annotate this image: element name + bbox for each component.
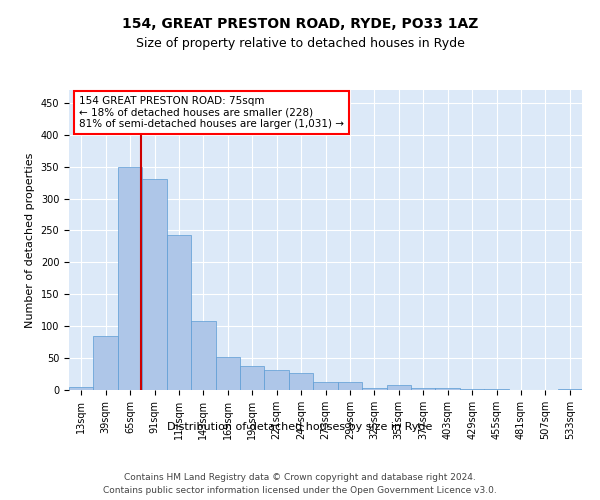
- Text: Distribution of detached houses by size in Ryde: Distribution of detached houses by size …: [167, 422, 433, 432]
- Text: 154 GREAT PRESTON ROAD: 75sqm
← 18% of detached houses are smaller (228)
81% of : 154 GREAT PRESTON ROAD: 75sqm ← 18% of d…: [79, 96, 344, 129]
- Bar: [142, 180, 167, 390]
- Bar: [191, 321, 215, 390]
- Bar: [265, 370, 289, 390]
- Bar: [436, 388, 460, 390]
- Text: Contains HM Land Registry data © Crown copyright and database right 2024.: Contains HM Land Registry data © Crown c…: [124, 472, 476, 482]
- Bar: [338, 382, 362, 390]
- Bar: [240, 366, 265, 390]
- Bar: [215, 357, 240, 390]
- Text: Contains public sector information licensed under the Open Government Licence v3: Contains public sector information licen…: [103, 486, 497, 495]
- Bar: [94, 336, 118, 390]
- Y-axis label: Number of detached properties: Number of detached properties: [25, 152, 35, 328]
- Bar: [118, 166, 142, 390]
- Bar: [289, 373, 313, 390]
- Text: 154, GREAT PRESTON ROAD, RYDE, PO33 1AZ: 154, GREAT PRESTON ROAD, RYDE, PO33 1AZ: [122, 18, 478, 32]
- Bar: [313, 382, 338, 390]
- Bar: [362, 388, 386, 390]
- Bar: [386, 385, 411, 390]
- Bar: [167, 235, 191, 390]
- Text: Size of property relative to detached houses in Ryde: Size of property relative to detached ho…: [136, 38, 464, 51]
- Bar: [411, 388, 436, 390]
- Bar: [69, 387, 94, 390]
